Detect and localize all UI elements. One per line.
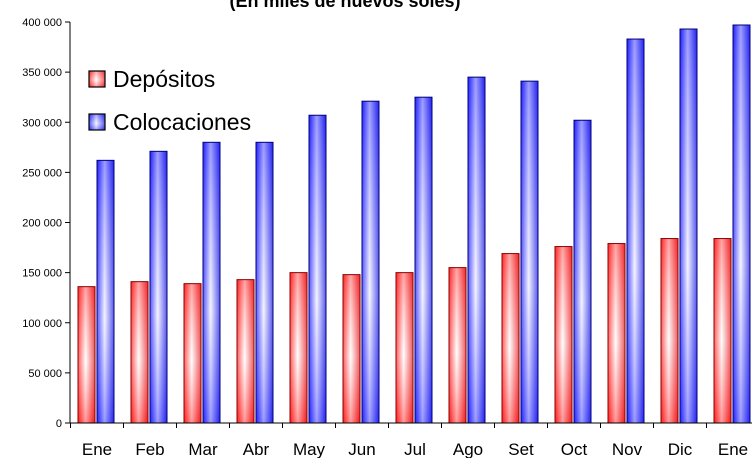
legend-swatch bbox=[88, 70, 106, 88]
bars bbox=[77, 24, 751, 424]
bar-depositos bbox=[77, 286, 96, 424]
bar-depositos bbox=[501, 253, 520, 424]
bar-colocaciones bbox=[414, 96, 433, 424]
x-tick-label: Jul bbox=[404, 440, 426, 458]
bar-depositos bbox=[183, 283, 202, 424]
y-tick-label: 100 000 bbox=[22, 318, 62, 330]
bar-colocaciones bbox=[361, 100, 380, 424]
y-axis: 0 50 000 100 000 150 000 200 000 250 000 300 0… bbox=[22, 17, 71, 430]
x-tick-label: Jun bbox=[348, 440, 375, 458]
x-tick-label: May bbox=[293, 440, 326, 458]
y-tick-label: 0 bbox=[56, 418, 62, 430]
bar-depositos bbox=[713, 238, 732, 424]
bar-colocaciones bbox=[467, 76, 486, 424]
bar-colocaciones bbox=[679, 28, 698, 424]
legend: Depósitos Colocaciones bbox=[88, 66, 251, 135]
bar-depositos bbox=[395, 272, 414, 424]
bar-colocaciones bbox=[573, 119, 592, 424]
y-tick-label: 350 000 bbox=[22, 67, 62, 79]
bar-colocaciones bbox=[255, 141, 274, 424]
x-tick-label: Nov bbox=[612, 440, 643, 458]
y-tick-label: 300 000 bbox=[22, 117, 62, 129]
bar-colocaciones bbox=[626, 38, 645, 424]
bar-depositos bbox=[289, 272, 308, 424]
x-tick-label: Dic bbox=[668, 440, 693, 458]
x-axis: Ene Feb Mar Abr May Jun Jul Ago Set Oct Nov Dic Ene bbox=[70, 422, 752, 458]
legend-item-colocaciones: Colocaciones bbox=[88, 109, 251, 135]
y-tick-label: 400 000 bbox=[22, 17, 62, 29]
legend-item-depositos: Depósitos bbox=[88, 66, 215, 92]
x-tick-label: Ago bbox=[453, 440, 483, 458]
bar-depositos bbox=[236, 279, 255, 424]
legend-label: Depósitos bbox=[113, 66, 215, 92]
legend-label: Colocaciones bbox=[113, 109, 251, 135]
chart-title: (En miles de nuevos soles) bbox=[229, 0, 460, 11]
x-tick-label: Abr bbox=[243, 440, 270, 458]
bar-depositos bbox=[448, 267, 467, 424]
x-tick-label: Oct bbox=[561, 440, 588, 458]
bar-colocaciones bbox=[732, 24, 751, 424]
y-tick-label: 200 000 bbox=[22, 218, 62, 230]
x-tick-label: Mar bbox=[188, 440, 218, 458]
bar-depositos bbox=[660, 238, 679, 424]
bar-depositos bbox=[554, 246, 573, 424]
legend-swatch bbox=[88, 113, 106, 131]
bar-depositos bbox=[130, 281, 149, 424]
bar-colocaciones bbox=[308, 114, 327, 424]
bar-colocaciones bbox=[96, 159, 115, 424]
bar-depositos bbox=[342, 274, 361, 424]
bar-colocaciones bbox=[149, 150, 168, 424]
x-tick-label: Ene bbox=[718, 440, 748, 458]
y-tick-label: 150 000 bbox=[22, 268, 62, 280]
bar-colocaciones bbox=[520, 80, 539, 424]
y-tick-label: 250 000 bbox=[22, 167, 62, 179]
bar-colocaciones bbox=[202, 141, 221, 424]
y-tick-label: 50 000 bbox=[28, 368, 62, 380]
x-tick-label: Ene bbox=[82, 440, 112, 458]
bar-depositos bbox=[607, 243, 626, 424]
x-tick-label: Feb bbox=[135, 440, 164, 458]
x-tick-label: Set bbox=[508, 440, 534, 458]
